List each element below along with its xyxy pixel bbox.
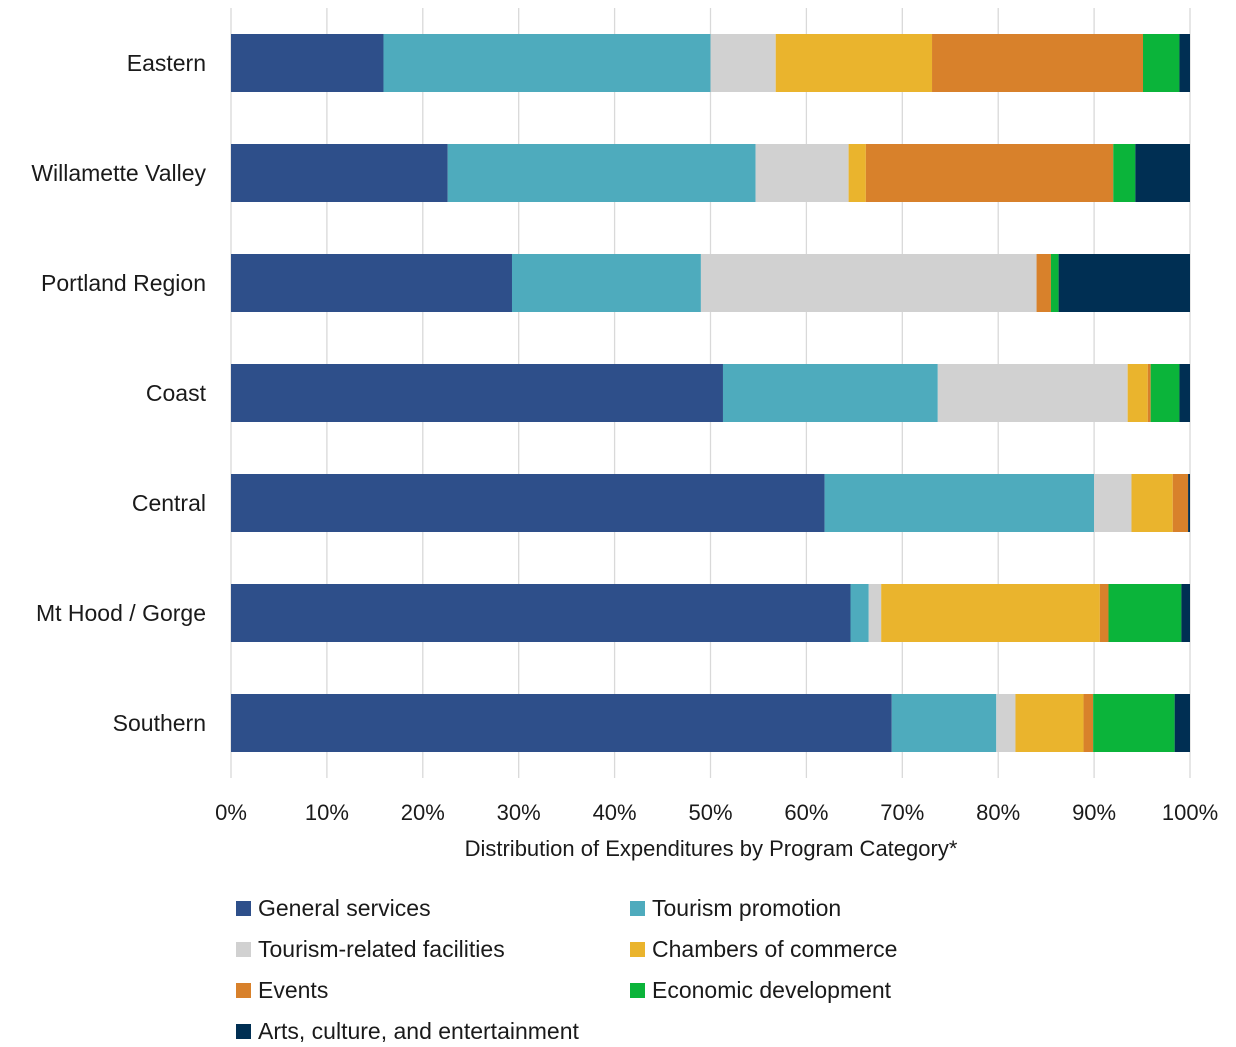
bar-segment [710,34,776,92]
category-label: Portland Region [41,270,206,296]
x-axis-tick-labels: 0% 10% 20% 30% 40% 50% 60% 70% 80% 90% 100% [215,800,1218,825]
legend-item: Events [236,976,630,1004]
legend-swatch [236,982,251,998]
bar-segment [937,364,1128,422]
bar-segment [231,694,892,752]
legend-label: Economic development [652,976,892,1003]
x-tick-label: 50% [688,800,732,825]
x-tick-label: 60% [784,800,828,825]
bar-segment [1172,474,1189,532]
legend-swatch [630,941,645,957]
bar-segment [231,144,448,202]
bar-segment [932,34,1144,92]
bar-segment [1093,694,1175,752]
bar-segment [824,474,1095,532]
bar-segment [1135,144,1190,202]
category-label: Eastern [127,50,206,76]
legend-item: Chambers of commerce [630,935,996,963]
bar-segment [383,34,711,92]
x-tick-label: 40% [593,800,637,825]
bar-segment [447,144,756,202]
legend-swatch [236,1023,251,1039]
legend-swatch [630,900,645,916]
legend-item: General services [236,894,630,922]
bar-segment [1015,694,1084,752]
bar-segment [1113,144,1136,202]
x-tick-label: 80% [976,800,1020,825]
bar-segment [231,34,384,92]
x-tick-label: 0% [215,800,247,825]
x-tick-label: 90% [1072,800,1116,825]
bar-segment [1174,694,1190,752]
x-tick-label: 30% [497,800,541,825]
bars [231,34,1190,752]
x-tick-label: 10% [305,800,349,825]
legend: General services Tourism promotion Tourism… [236,894,996,1045]
bar-segment [722,364,938,422]
legend-swatch [630,982,645,998]
bar-segment [1181,584,1190,642]
bar-segment [511,254,701,312]
bar-segment [1143,34,1180,92]
category-label: Willamette Valley [31,160,206,186]
legend-label: Tourism promotion [652,894,842,921]
bar-segment [1058,254,1190,312]
bar-segment [231,584,851,642]
bar-segment [996,694,1016,752]
legend-item: Tourism-related facilities [236,935,630,963]
bar-segment [1131,474,1173,532]
bar-segment [881,584,1100,642]
bar-segment [891,694,997,752]
bar-segment [775,34,933,92]
bar-segment [850,584,869,642]
category-label: Central [132,490,206,516]
bar-segment [231,474,825,532]
category-label: Southern [113,710,206,736]
x-tick-label: 70% [880,800,924,825]
category-label: Coast [146,380,207,406]
legend-item: Economic development [630,976,996,1004]
bar-segment [1099,584,1109,642]
bar-segment [1094,474,1132,532]
legend-swatch [236,900,251,916]
bar-segment [868,584,882,642]
bar-segment [1179,364,1190,422]
legend-item: Arts, culture, and entertainment [236,1017,630,1045]
legend-label: General services [258,894,431,921]
x-tick-label: 20% [401,800,445,825]
legend-label: Arts, culture, and entertainment [258,1017,579,1044]
x-axis-title: Distribution of Expenditures by Program … [465,836,958,861]
bar-segment [1188,474,1190,532]
bar-segment [1179,34,1190,92]
bar-segment [231,254,512,312]
legend-item: Tourism promotion [630,894,996,922]
legend-label: Tourism-related facilities [258,935,505,962]
bar-segment [231,364,723,422]
x-tick-label: 100% [1162,800,1218,825]
legend-swatch [236,941,251,957]
bar-segment [1083,694,1094,752]
bar-segment [1050,254,1059,312]
legend-label: Events [258,976,329,1003]
bar-segment [700,254,1037,312]
bar-segment [848,144,866,202]
bar-segment [755,144,849,202]
bar-segment [1147,364,1151,422]
stacked-bar-chart: Eastern Willamette Valley Portland Region C… [31,8,1218,861]
category-labels: Eastern Willamette Valley Portland Region C… [31,50,206,736]
bar-segment [1036,254,1051,312]
legend-label: Chambers of commerce [652,935,898,962]
bar-segment [1108,584,1182,642]
bar-segment [865,144,1114,202]
bar-segment [1150,364,1180,422]
category-label: Mt Hood / Gorge [36,600,206,626]
bar-segment [1127,364,1148,422]
